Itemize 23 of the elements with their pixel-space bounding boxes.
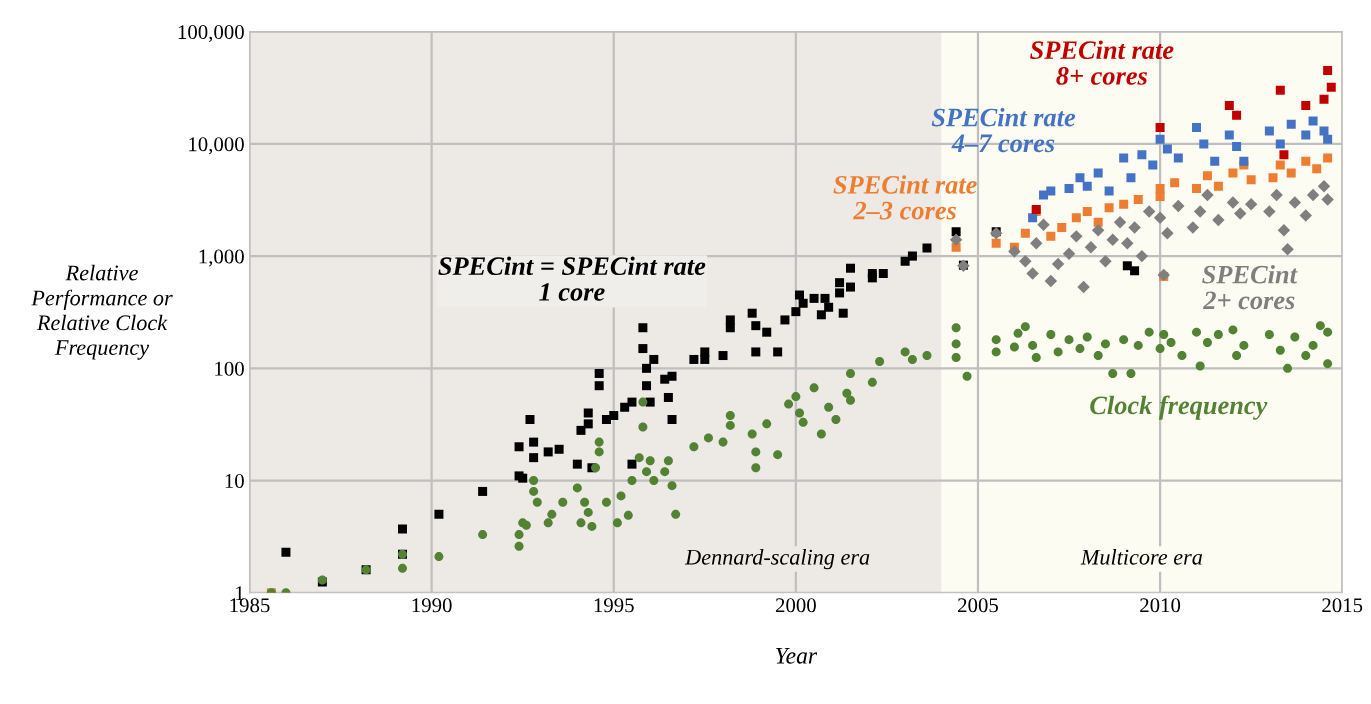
series-label: Clock frequency xyxy=(1090,395,1268,420)
y-tick-label: 100,000 xyxy=(178,25,244,43)
y-tick-label: 1,000 xyxy=(199,249,244,267)
series-label: SPECint 2+ cores xyxy=(1202,264,1298,310)
y-tick-label: 100 xyxy=(215,361,244,376)
band-label: Multicore era xyxy=(1080,549,1203,565)
y-axis-title: Relative Performance or Relative Clock Frequency xyxy=(31,264,173,360)
series-label: SPECint rate 8+ cores xyxy=(1030,40,1174,85)
y-tick-label: 1 xyxy=(236,586,244,600)
series-label: SPECint = SPECint rate 1 core xyxy=(438,256,706,301)
x-tick-label: 2000 xyxy=(775,598,816,613)
series-label: SPECint rate 2–3 cores xyxy=(833,175,977,220)
x-tick-label: 2015 xyxy=(1322,598,1363,613)
y-tick-label: 10,000 xyxy=(189,137,244,155)
x-tick-label: 1985 xyxy=(230,598,270,613)
x-tick-label: 1990 xyxy=(412,598,452,613)
x-tick-label: 2010 xyxy=(1140,598,1181,613)
series-label: SPECint rate 4–7 cores xyxy=(931,107,1076,153)
y-tick-label: 10 xyxy=(225,473,244,488)
band-label: Dennard-scaling era xyxy=(684,549,870,570)
x-axis-title: Year xyxy=(775,648,818,664)
x-tick-label: 1995 xyxy=(594,598,634,613)
x-tick-label: 2005 xyxy=(958,598,998,613)
